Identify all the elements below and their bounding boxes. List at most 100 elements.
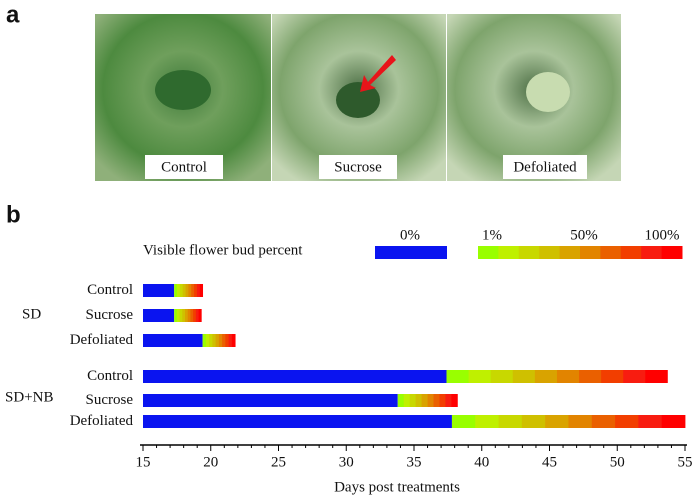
bud-bar-band — [498, 415, 523, 428]
bud-bar-band — [615, 415, 639, 428]
bud-bar-band — [623, 370, 646, 383]
photo-label-box — [503, 155, 587, 179]
legend-swatch — [498, 246, 520, 259]
bud-bar-band — [222, 334, 226, 347]
bud-bar-band — [196, 284, 201, 297]
legend-swatch — [580, 246, 601, 259]
bud-bar-band — [185, 309, 189, 322]
x-tick-label: 55 — [678, 454, 693, 470]
bud-bar-band — [451, 394, 458, 407]
bud-bar-band — [512, 370, 536, 383]
row-label: Control — [87, 368, 133, 384]
legend-swatch — [661, 246, 683, 259]
zero-bud-bar — [143, 394, 398, 407]
photo-label: Defoliated — [513, 159, 577, 175]
x-axis-title: Days post treatments — [334, 479, 460, 495]
row-label: Sucrose — [86, 307, 134, 323]
bud-bar-band — [661, 415, 686, 428]
bud-bar-band — [199, 284, 204, 297]
bud-bar-band — [427, 394, 434, 407]
row-label: Defoliated — [70, 413, 134, 429]
x-tick-label: 30 — [339, 454, 354, 470]
bud-bar-band — [182, 284, 186, 297]
photo-row: Control Sucrose Defoliated — [95, 14, 621, 181]
bud-bar-band — [397, 394, 405, 407]
bud-bar-band — [193, 309, 197, 322]
arrow — [360, 55, 396, 92]
group-label: SD — [22, 306, 41, 322]
bud-bar-band — [190, 309, 194, 322]
zero-bud-bar — [143, 309, 175, 322]
bud-bar-band — [187, 309, 191, 322]
bud-bar-band — [409, 394, 417, 407]
legend-title: Visible flower bud percent — [143, 242, 303, 258]
row-label: Sucrose — [86, 392, 134, 408]
bud-bar-band — [439, 394, 446, 407]
bud-bar-band — [212, 334, 217, 347]
bud-bar-band — [445, 394, 452, 407]
bud-bar-band — [185, 284, 189, 297]
bud-bar-band — [191, 284, 195, 297]
legend-label: 100% — [645, 227, 680, 243]
x-tick-label: 40 — [474, 454, 489, 470]
legend-swatch — [478, 246, 499, 259]
zero-bud-bar — [143, 415, 452, 428]
legend-swatch — [375, 246, 447, 259]
legend-swatch — [620, 246, 642, 259]
bud-bar-band — [556, 370, 580, 383]
plant-center — [336, 82, 380, 118]
bud-bar-band — [188, 284, 192, 297]
zero-bud-bar — [143, 334, 203, 347]
bud-bar-band — [202, 334, 207, 347]
bud-bar-band — [490, 370, 514, 383]
bud-bar-band — [176, 309, 180, 322]
plant-center — [526, 72, 570, 112]
bud-bar-band — [568, 415, 593, 428]
bud-bar-band — [446, 370, 470, 383]
photo-label: Sucrose — [334, 159, 382, 175]
bud-bar-band — [415, 394, 422, 407]
bud-bar-band — [194, 284, 198, 297]
bud-bar-band — [638, 415, 663, 428]
x-tick-label: 45 — [542, 454, 557, 470]
bud-bar-band — [451, 415, 476, 428]
bud-bar-band — [534, 370, 558, 383]
legend-swatch — [559, 246, 581, 259]
plant-center — [155, 70, 211, 110]
row-label: Defoliated — [70, 332, 134, 348]
x-tick-label: 50 — [610, 454, 625, 470]
bud-bar-band — [645, 370, 668, 383]
x-tick-label: 25 — [271, 454, 286, 470]
panel-letter: a — [6, 1, 20, 28]
legend-label: 0% — [400, 227, 420, 243]
x-tick-label: 35 — [407, 454, 422, 470]
legend-label: 1% — [482, 227, 502, 243]
bud-bar-band — [225, 334, 230, 347]
photo-label-box — [145, 155, 223, 179]
bud-bar-band — [468, 370, 492, 383]
bud-bar-band — [215, 334, 220, 347]
bud-bar-band — [521, 415, 546, 428]
bud-bar-band — [228, 334, 233, 347]
bud-bar-band — [403, 394, 411, 407]
zero-bud-bar — [143, 370, 447, 383]
bud-bar-band — [591, 415, 616, 428]
legend-swatch — [600, 246, 622, 259]
legend-swatch — [518, 246, 540, 259]
bud-bar-band — [179, 284, 184, 297]
bud-bar-band — [475, 415, 499, 428]
bud-bar-band — [421, 394, 428, 407]
bud-bar-band — [205, 334, 210, 347]
bud-bar-band — [177, 284, 181, 297]
legend-label: 50% — [570, 227, 598, 243]
bud-bar-band — [579, 370, 602, 383]
bud-bar-band — [195, 309, 199, 322]
bud-bar-band — [179, 309, 183, 322]
legend-swatch — [641, 246, 663, 259]
x-tick-label: 20 — [203, 454, 218, 470]
photo-label: Control — [161, 159, 207, 175]
bud-bar-band — [218, 334, 223, 347]
photo-label-box — [319, 155, 397, 179]
row-label: Control — [87, 282, 133, 298]
